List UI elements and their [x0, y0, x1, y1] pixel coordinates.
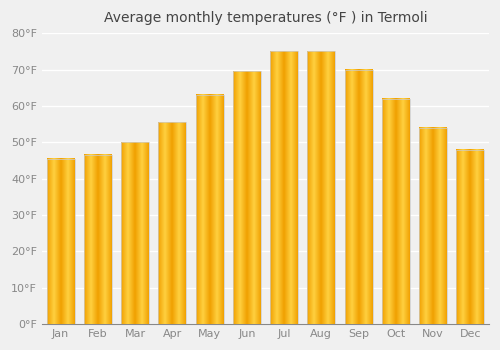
- Title: Average monthly temperatures (°F ) in Termoli: Average monthly temperatures (°F ) in Te…: [104, 11, 427, 25]
